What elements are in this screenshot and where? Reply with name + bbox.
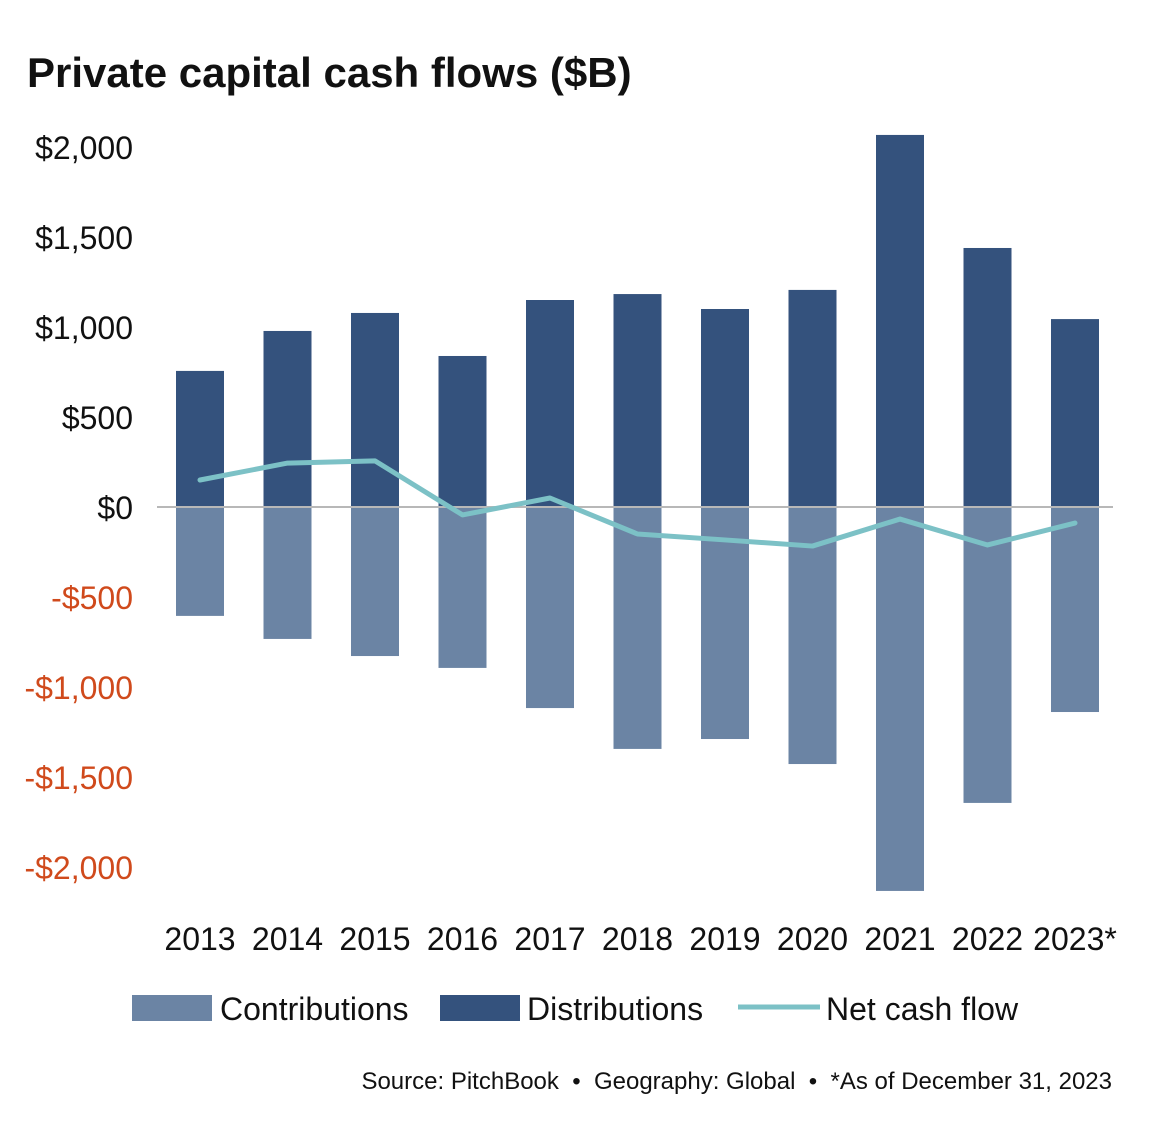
contributions-bar — [964, 507, 1012, 803]
distributions-bar — [351, 313, 399, 507]
y-tick-label: -$2,000 — [24, 850, 133, 886]
distributions-bar — [439, 356, 487, 507]
x-tick-label: 2019 — [689, 921, 760, 957]
distributions-bar — [701, 309, 749, 507]
chart-title: Private capital cash flows ($B) — [27, 49, 632, 96]
y-tick-label: $1,500 — [35, 220, 133, 256]
distributions-bar — [876, 135, 924, 507]
y-tick-label: -$1,500 — [24, 760, 133, 796]
legend-label-net-cash-flow: Net cash flow — [826, 991, 1019, 1027]
x-tick-label: 2013 — [164, 921, 235, 957]
distributions-bar — [789, 290, 837, 507]
distributions-bar — [964, 248, 1012, 507]
contributions-bar — [1051, 507, 1099, 712]
x-tick-label: 2021 — [864, 921, 935, 957]
contributions-bar — [351, 507, 399, 656]
legend-swatch-distributions — [440, 995, 520, 1021]
x-tick-label: 2016 — [427, 921, 498, 957]
contributions-bar — [176, 507, 224, 616]
y-tick-label: $500 — [62, 400, 133, 436]
y-tick-label: $1,000 — [35, 310, 133, 346]
legend-label-contributions: Contributions — [220, 991, 409, 1027]
contributions-bar — [614, 507, 662, 749]
source-note: Source: PitchBook • Geography: Global • … — [361, 1068, 1112, 1095]
legend-label-distributions: Distributions — [527, 991, 703, 1027]
x-tick-label: 2020 — [777, 921, 848, 957]
distributions-bar — [614, 294, 662, 507]
distributions-bar — [1051, 319, 1099, 507]
y-tick-label: $0 — [97, 490, 133, 526]
contributions-bar — [876, 507, 924, 891]
y-tick-label: $2,000 — [35, 130, 133, 166]
contributions-bar — [439, 507, 487, 668]
x-tick-label: 2014 — [252, 921, 323, 957]
distributions-bar — [526, 300, 574, 507]
distributions-bar — [264, 331, 312, 507]
x-tick-label: 2023* — [1033, 921, 1117, 957]
x-tick-label: 2022 — [952, 921, 1023, 957]
x-tick-label: 2018 — [602, 921, 673, 957]
contributions-bar — [526, 507, 574, 708]
y-tick-label: -$500 — [51, 580, 133, 616]
legend-swatch-contributions — [132, 995, 212, 1021]
distributions-bar — [176, 371, 224, 507]
x-tick-label: 2015 — [339, 921, 410, 957]
x-tick-label: 2017 — [514, 921, 585, 957]
y-tick-label: -$1,000 — [24, 670, 133, 706]
contributions-bar — [264, 507, 312, 639]
